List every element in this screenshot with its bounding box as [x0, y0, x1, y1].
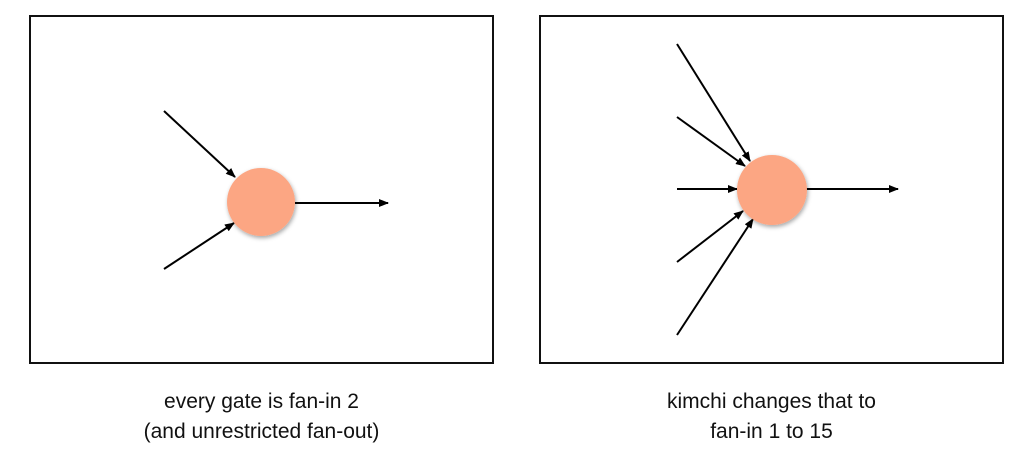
right-caption-line-2: fan-in 1 to 15	[710, 420, 833, 443]
left-gate-node	[227, 168, 295, 236]
right-input-arrow-4	[676, 210, 744, 263]
right-caption-line-1: kimchi changes that to	[667, 390, 876, 413]
right-input-arrow-1	[676, 43, 751, 162]
right-input-arrow-5	[676, 218, 754, 336]
left-gate-group	[163, 110, 389, 270]
left-input-arrow-upper	[163, 110, 236, 178]
right-gate-node	[737, 155, 807, 225]
right-gate-group	[676, 43, 899, 336]
left-caption-line-1: every gate is fan-in 2	[164, 390, 359, 413]
right-input-arrow-2	[676, 116, 746, 167]
left-input-arrow-lower	[163, 222, 235, 270]
left-caption-line-2: (and unrestricted fan-out)	[143, 420, 380, 443]
left-caption: every gate is fan-in 2 (and unrestricted…	[29, 387, 494, 447]
right-caption: kimchi changes that to fan-in 1 to 15	[539, 387, 1004, 447]
